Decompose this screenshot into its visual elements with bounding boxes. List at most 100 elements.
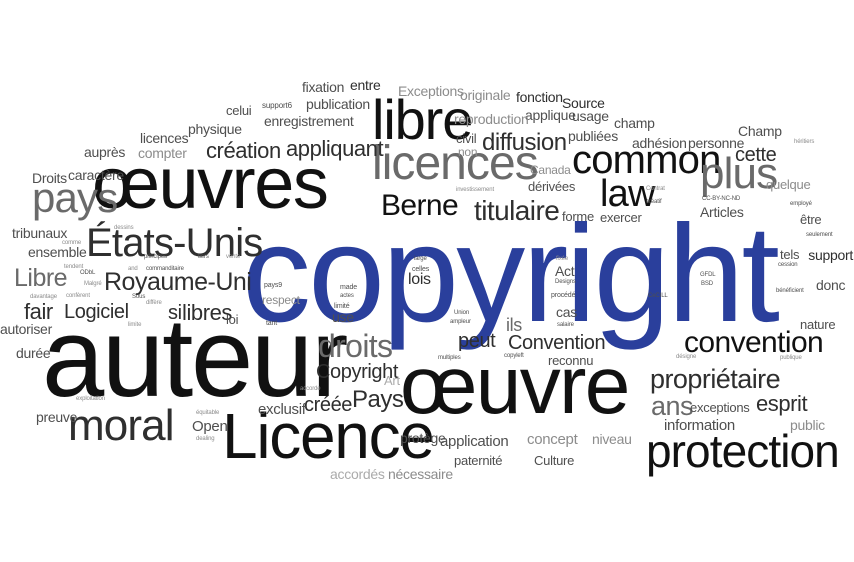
word-nature: nature xyxy=(800,317,836,332)
word-niveau: niveau xyxy=(592,431,632,447)
word-autoriser: autoriser xyxy=(0,321,52,337)
word-donc: donc xyxy=(816,277,846,293)
word-creee: créée xyxy=(304,394,353,416)
word-convention: convention xyxy=(684,326,824,359)
word-reproduction: reproduction xyxy=(454,111,529,127)
word-malgre: Malgré xyxy=(84,281,102,287)
word-celui: celui xyxy=(226,103,252,118)
word-droits: droits xyxy=(318,328,393,364)
word-culture: Culture xyxy=(534,453,575,468)
word-usage: usage xyxy=(572,108,609,124)
word-art: Art xyxy=(384,373,400,388)
word-pays9: pays9 xyxy=(264,282,282,289)
word-ccbyncnd: CC-BY-NC-ND xyxy=(702,196,741,202)
word-designs: Designs xyxy=(555,279,576,285)
word-ans: ans xyxy=(651,391,693,421)
word-seulement: seulement xyxy=(806,232,833,238)
word-celles: celles xyxy=(412,266,430,273)
word-esprit: esprit xyxy=(756,391,808,416)
word-actes: actes xyxy=(340,293,354,299)
word-applique: applique xyxy=(525,107,576,123)
word-originale: originale xyxy=(460,87,511,103)
word-etre: être xyxy=(800,212,822,227)
word-large: large xyxy=(414,256,427,262)
word-necessaire: nécessaire xyxy=(388,466,453,482)
word-oeuvres: œuvres xyxy=(92,144,329,224)
word-si: si xyxy=(168,302,182,324)
word-tribunaux: tribunaux xyxy=(12,225,68,241)
word-dealing: dealing xyxy=(196,436,215,442)
word-copyright: copyright xyxy=(242,197,780,351)
word-quelque: quelque xyxy=(766,177,811,192)
word-multiples: multiples xyxy=(438,355,461,361)
word-reconnu: reconnu xyxy=(548,353,594,368)
word-publique: publique xyxy=(780,355,802,361)
word-tiers: tiers xyxy=(198,254,209,260)
word-peut: peut xyxy=(458,330,496,352)
word-source: Source xyxy=(562,95,605,111)
word-support: support xyxy=(808,247,853,263)
word-gfdl: GFDL xyxy=(700,272,716,278)
word-protection: protection xyxy=(646,425,840,477)
word-investissement: investissement xyxy=(456,187,495,193)
word-adhesion: adhésion xyxy=(632,135,687,151)
word-information: information xyxy=(664,417,735,434)
word-berne: Berne xyxy=(381,189,459,222)
word-open: Open xyxy=(192,418,228,435)
word-articles: Articles xyxy=(700,204,744,220)
word-logiciel: Logiciel xyxy=(64,301,129,323)
word-cession: cession xyxy=(778,262,798,268)
word-compter: compter xyxy=(138,145,187,161)
word-duree: durée xyxy=(16,345,51,361)
word-lois: lois xyxy=(408,271,431,288)
word-beneficient: bénéficient xyxy=(776,288,804,294)
word-tendent: tendent xyxy=(64,264,84,270)
word-contrat: Contrat xyxy=(646,186,665,192)
word-public: public xyxy=(790,417,825,433)
word-common: common xyxy=(572,138,721,182)
word-use: use xyxy=(332,309,354,325)
word-concept: concept xyxy=(527,431,578,448)
word-differe: diffère xyxy=(146,300,162,306)
word-principes: principes xyxy=(144,254,167,260)
word-publiees: publiées xyxy=(568,128,618,144)
word-champ-cap: Champ xyxy=(738,123,782,139)
word-libres: libres xyxy=(182,300,232,325)
word-plus: plus xyxy=(700,149,778,198)
word-davantage: davantage xyxy=(30,294,57,300)
word-exploitation: exploitation xyxy=(76,396,105,402)
word-copyright-cap: Copyright xyxy=(316,361,398,383)
word-commanditaire: commanditaire xyxy=(146,266,184,272)
word-preuve: preuve xyxy=(36,409,78,425)
word-droits-cap: Droits xyxy=(32,170,67,186)
word-canada: Canada xyxy=(530,163,571,177)
word-limite-lower: limite xyxy=(128,322,142,328)
word-sous: Sous xyxy=(132,294,146,300)
word-enregistrement: enregistrement xyxy=(264,113,354,129)
word-comme: comme xyxy=(62,240,82,246)
word-cas: cas xyxy=(556,304,577,320)
word-made: made xyxy=(340,284,357,291)
word-derivees: dérivées xyxy=(528,179,576,194)
word-licence: Licence xyxy=(222,400,435,472)
word-dessins: dessins xyxy=(114,225,134,231)
word-fixee: fixée xyxy=(556,256,569,262)
word-cette: cette xyxy=(735,144,777,166)
word-exceptions: exceptions xyxy=(690,400,750,415)
word-limite: limité xyxy=(334,303,350,310)
word-pays-cap: Pays xyxy=(352,386,404,413)
word-employe: employé xyxy=(790,201,812,207)
word-cecill: CeCILL xyxy=(648,293,668,299)
word-bsd: BSD xyxy=(701,281,713,287)
word-non: non xyxy=(458,145,478,159)
word-titulaire: titulaire xyxy=(474,195,560,226)
word-paternite: paternité xyxy=(454,453,503,468)
word-oeuvre: œuvre xyxy=(400,340,630,431)
word-conferent: confèrent xyxy=(66,293,90,299)
word-physique: physique xyxy=(188,121,242,137)
word-exercer: exercer xyxy=(600,210,642,225)
word-exclusif: exclusif xyxy=(258,401,306,418)
word-champ: champ xyxy=(614,115,655,131)
word-accorde: accorde xyxy=(300,386,321,392)
